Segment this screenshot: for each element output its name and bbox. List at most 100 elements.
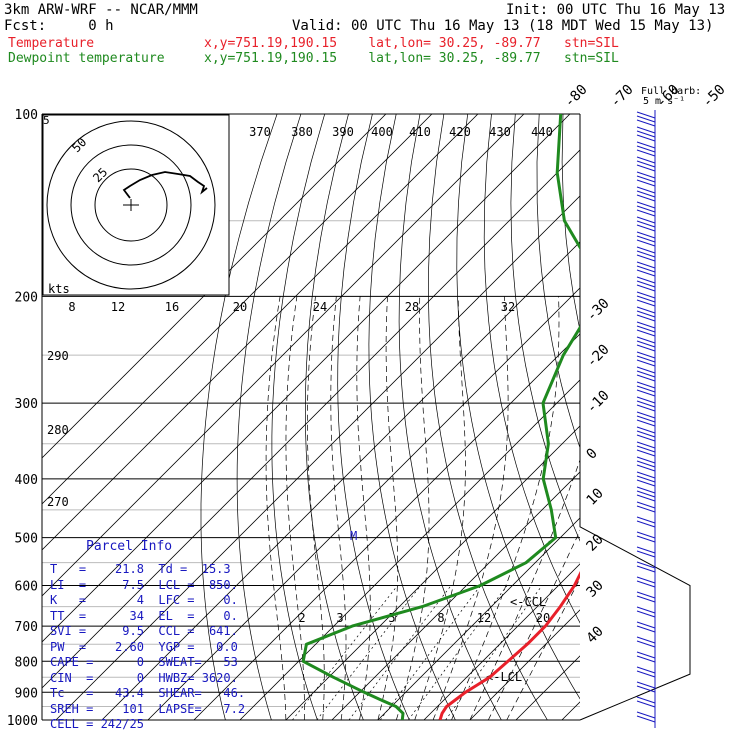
pressure-tick-label: 600 — [15, 580, 38, 595]
wind-barb — [636, 486, 656, 494]
theta-label: 270 — [47, 495, 69, 509]
mixing-ratio-line — [316, 585, 421, 720]
init-time: Init: 00 UTC Thu 16 May 13 — [506, 2, 726, 18]
wind-barb — [636, 156, 656, 164]
wind-barb — [636, 205, 656, 213]
wind-barb — [636, 171, 656, 179]
parcel-row-li: LI = 7.5 LCL = 850. — [50, 577, 238, 592]
wind-barb — [636, 340, 656, 348]
wind-barb — [636, 426, 656, 434]
parcel-row-k: K = 4 LFC = 0. — [50, 593, 238, 607]
wind-barb — [636, 254, 656, 262]
wind-barb — [636, 535, 656, 543]
moist-adiabat-line — [330, 296, 347, 720]
dewpoint-location: x,y=751.19,190.15 lat,lon= 30.25, -89.77… — [204, 51, 619, 66]
wind-barb — [636, 516, 656, 524]
valid-time: Valid: 00 UTC Thu 16 May 13 (18 MDT Wed … — [292, 18, 714, 34]
pressure-tick-label: 100 — [15, 108, 38, 123]
isotherm-line — [147, 287, 580, 720]
wind-barb — [636, 700, 656, 708]
isotherm-label: 0 — [584, 445, 601, 462]
wind-barb — [636, 595, 656, 603]
dewpoint-legend: Dewpoint temperature — [8, 51, 165, 66]
mixing-ratio-label: 5 — [388, 611, 395, 625]
theta-label: 290 — [47, 349, 69, 363]
moist-adiabat-line — [506, 577, 580, 720]
dry-adiabat-line — [271, 114, 326, 720]
moist-adiabat-line — [377, 296, 399, 720]
wind-barb — [636, 179, 656, 187]
dry-adiabat-line — [368, 114, 456, 720]
wind-barb — [636, 115, 656, 123]
theta-e-label: 28 — [405, 300, 419, 314]
moist-adiabat-line — [395, 296, 430, 720]
moist-adiabat-line — [414, 296, 466, 720]
isotherm-label: 20 — [584, 531, 607, 554]
dry-adiabat-line — [456, 114, 580, 700]
wind-barb — [636, 321, 656, 329]
dry-adiabat-line — [428, 114, 548, 720]
wind-barb — [636, 561, 656, 569]
barb-legend-line1: Full barb: — [641, 86, 701, 97]
wind-barb — [636, 194, 656, 202]
wind-barb — [636, 355, 656, 363]
wind-barb — [636, 636, 656, 644]
wind-barb — [636, 111, 656, 119]
theta-label: 370 — [249, 125, 271, 139]
moist-adiabat-line — [356, 296, 371, 720]
dry-adiabat-line — [200, 114, 278, 720]
isotherm-line — [42, 114, 433, 505]
wind-barb — [636, 434, 656, 442]
wind-barb — [636, 370, 656, 378]
ccl-marker: <-CCL — [510, 595, 546, 609]
isotherm-line — [42, 114, 479, 551]
m-marker: M — [350, 529, 357, 543]
wind-barb — [636, 550, 656, 558]
mixing-ratio-line — [380, 585, 481, 720]
dry-adiabat-line — [236, 114, 302, 720]
hodograph-ring — [94, 168, 168, 242]
wind-barb — [636, 366, 656, 374]
wind-barb — [636, 149, 656, 157]
temperature-legend: Temperature — [8, 36, 95, 51]
parcel-row-cape: CAPE = 0 SWEAT= 53 — [50, 655, 238, 669]
parcel-row-tt: TT = 34 EL = 0. — [50, 608, 238, 623]
wind-barb — [636, 220, 656, 228]
wind-barb — [636, 400, 656, 408]
wind-barb — [636, 276, 656, 284]
parcel-row-svi: SVI = 9.5 CCL = 641. — [50, 624, 238, 638]
wind-barb — [636, 329, 656, 337]
wind-barb — [636, 280, 656, 288]
wind-barb — [636, 625, 656, 633]
wind-barb — [636, 621, 656, 629]
moist-adiabat-line — [469, 458, 580, 720]
wind-barb — [636, 655, 656, 663]
wind-barb — [636, 666, 656, 674]
wind-barb — [636, 580, 656, 588]
wind-barb — [636, 449, 656, 457]
wind-barb — [636, 306, 656, 314]
dry-adiabat-line — [611, 114, 740, 720]
parcel-row-t: T = 21.8 Td = 15.3 — [50, 562, 231, 576]
wind-barb — [636, 134, 656, 142]
wind-barb — [636, 389, 656, 397]
temperature-location: x,y=751.19,190.15 lat,lon= 30.25, -89.77… — [204, 36, 619, 51]
wind-barb — [636, 696, 656, 704]
theta-label: 420 — [449, 125, 471, 139]
isotherm-line — [239, 379, 580, 720]
dry-adiabat-line — [682, 114, 740, 720]
wind-barb — [636, 505, 656, 513]
dry-adiabat-line — [483, 114, 580, 624]
wind-barb — [636, 479, 656, 487]
pressure-tick-label: 900 — [15, 686, 38, 701]
wind-barb — [636, 381, 656, 389]
isotherm-line — [423, 563, 580, 720]
wind-barb — [636, 250, 656, 258]
mixing-ratio-label: 8 — [437, 611, 444, 625]
wind-barb — [636, 670, 656, 678]
wind-barb — [636, 141, 656, 149]
isotherm-line — [469, 609, 580, 720]
parcel-row-tc: Tc = 43.4 SHEAR= 46. — [50, 686, 246, 700]
wind-barb — [636, 681, 656, 689]
wind-barb — [636, 419, 656, 427]
